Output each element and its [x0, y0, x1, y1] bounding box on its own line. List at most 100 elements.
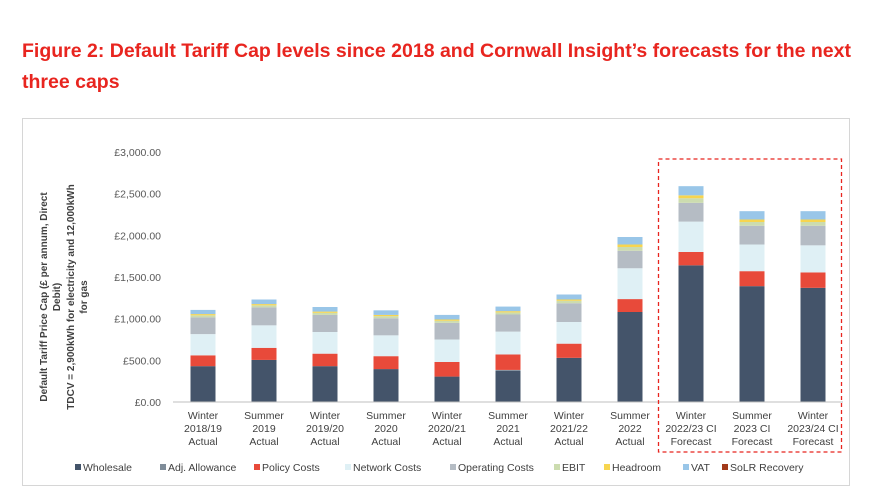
bar-segment-operating-costs [251, 307, 277, 326]
bar-segment-headroom [373, 314, 399, 317]
legend-swatch [75, 464, 81, 470]
bar-segment-wholesale [190, 366, 216, 402]
bar-segment-network-costs [800, 245, 826, 273]
bar-segment-ebit [800, 222, 826, 226]
bar-segment-wholesale [251, 359, 277, 402]
bar-segment-wholesale [800, 287, 826, 402]
bar-segment-ebit [678, 198, 704, 203]
bar-segment-headroom [800, 219, 826, 222]
bar-segment-wholesale [739, 286, 765, 402]
y-tick-label: £1,500.00 [114, 272, 161, 284]
x-tick-label: Summer 2020 Actual [366, 410, 406, 448]
bar-segment-vat [312, 307, 338, 312]
x-tick-label: Summer 2023 CI Forecast [732, 410, 773, 448]
x-tick-label-line: Actual [554, 436, 583, 448]
x-tick-label: Summer 2019 Actual [244, 410, 284, 448]
x-tick-label-line: Winter [188, 410, 219, 422]
bar-segment-operating-costs [434, 322, 460, 340]
x-tick-label-line: Forecast [671, 436, 712, 448]
x-tick-label-line: 2021/22 [550, 423, 588, 435]
bar-segment-network-costs [251, 325, 277, 348]
bar-segment-policy-costs [800, 272, 826, 288]
y-tick-label: £1,000.00 [114, 314, 161, 326]
legend-item-vat: VAT [683, 462, 710, 474]
legend-item-adj-allowance: Adj. Allowance [160, 462, 236, 474]
y-axis-title-line: TDCV = 2,900kWh for electricity and 12,0… [66, 184, 77, 409]
y-axis-title-line: for gas [79, 280, 90, 314]
bar-segment-vat [373, 310, 399, 315]
bar-segment-policy-costs [678, 252, 704, 266]
bar-stack-9 [678, 186, 704, 402]
bar-stack-6 [495, 306, 521, 402]
bar-segment-wholesale [373, 369, 399, 402]
legend-swatch [254, 464, 260, 470]
legend: Wholesale Adj. Allowance Policy Costs Netwo… [75, 462, 804, 474]
x-tick-label: Winter 2022/23 CI Forecast [665, 410, 716, 448]
x-tick-label: Summer 2021 Actual [488, 410, 528, 448]
legend-item-operating-costs: Operating Costs [450, 462, 534, 474]
x-tick-label-line: Summer [366, 410, 406, 422]
x-tick-label-line: 2022/23 CI [665, 423, 716, 435]
bar-segment-headroom [312, 311, 338, 313]
bar-segment-vat [556, 294, 582, 300]
x-tick-label-line: Forecast [732, 436, 773, 448]
bar-segment-wholesale [617, 312, 643, 402]
legend-swatch [345, 464, 351, 470]
legend-label: Adj. Allowance [168, 462, 236, 474]
legend-swatch [683, 464, 689, 470]
x-tick-label-line: Summer [244, 410, 284, 422]
bar-segment-policy-costs [434, 362, 460, 377]
legend-label: Wholesale [83, 462, 132, 474]
y-axis-title: Default Tariff Price Cap (£ per annum, D… [39, 184, 90, 409]
y-tick-label: £0.00 [135, 397, 161, 409]
x-tick-label-line: Actual [249, 436, 278, 448]
bar-stack-10 [739, 211, 765, 402]
bar-segment-operating-costs [312, 314, 338, 332]
bar-segment-operating-costs [373, 318, 399, 336]
legend-item-solr-recovery: SoLR Recovery [722, 462, 804, 474]
legend-swatch [604, 464, 610, 470]
bar-segment-vat [739, 211, 765, 220]
x-tick-label-line: 2019/20 [306, 423, 344, 435]
bar-segment-ebit [190, 315, 216, 318]
bar-segment-wholesale [556, 357, 582, 402]
x-tick-label-line: 2021 [496, 423, 520, 435]
x-tick-label-line: Summer [732, 410, 772, 422]
bar-stack-11 [800, 211, 826, 402]
x-tick-label-line: Actual [432, 436, 461, 448]
x-tick-label-line: 2019 [252, 423, 276, 435]
bar-segment-vat [800, 211, 826, 220]
bar-segment-vat [678, 186, 704, 196]
y-tick-label: £3,000.00 [114, 147, 161, 159]
bar-segment-wholesale [495, 370, 521, 402]
bar-segment-operating-costs [556, 303, 582, 322]
bar-segment-network-costs [434, 339, 460, 362]
legend-swatch [450, 464, 456, 470]
bar-segment-network-costs [373, 335, 399, 357]
legend-label: Network Costs [353, 462, 421, 474]
x-tick-label: Summer 2022 Actual [610, 410, 650, 448]
x-tick-label-line: Actual [493, 436, 522, 448]
x-tick-label: Winter 2019/20 Actual [306, 410, 344, 448]
y-tick-label: £2,500.00 [114, 189, 161, 201]
figure-title: Figure 2: Default Tariff Cap levels sinc… [22, 40, 851, 93]
bar-segment-ebit [373, 316, 399, 319]
x-tick-label-line: Winter [798, 410, 829, 422]
bar-segment-ebit [739, 222, 765, 226]
bar-segment-adj-allowance [495, 369, 521, 371]
legend-item-wholesale: Wholesale [75, 462, 132, 474]
x-tick-label: Winter 2021/22 Actual [550, 410, 588, 448]
y-axis-ticks: £0.00 £500.00 £1,000.00 £1,500.00 £2,000.00 £… [114, 147, 161, 409]
bar-segment-network-costs [617, 268, 643, 300]
x-tick-label: Winter 2023/24 CI Forecast [787, 410, 838, 448]
bar-segment-operating-costs [800, 225, 826, 246]
bar-segment-headroom [556, 299, 582, 301]
x-tick-label-line: Actual [371, 436, 400, 448]
x-tick-label: Winter 2018/19 Actual [184, 410, 222, 448]
bar-segment-network-costs [556, 322, 582, 344]
bar-stack-3 [312, 307, 338, 402]
bar-stack-8 [617, 237, 643, 402]
x-tick-label-line: Forecast [793, 436, 834, 448]
bar-segment-headroom [617, 244, 643, 247]
bar-segment-ebit [434, 320, 460, 323]
